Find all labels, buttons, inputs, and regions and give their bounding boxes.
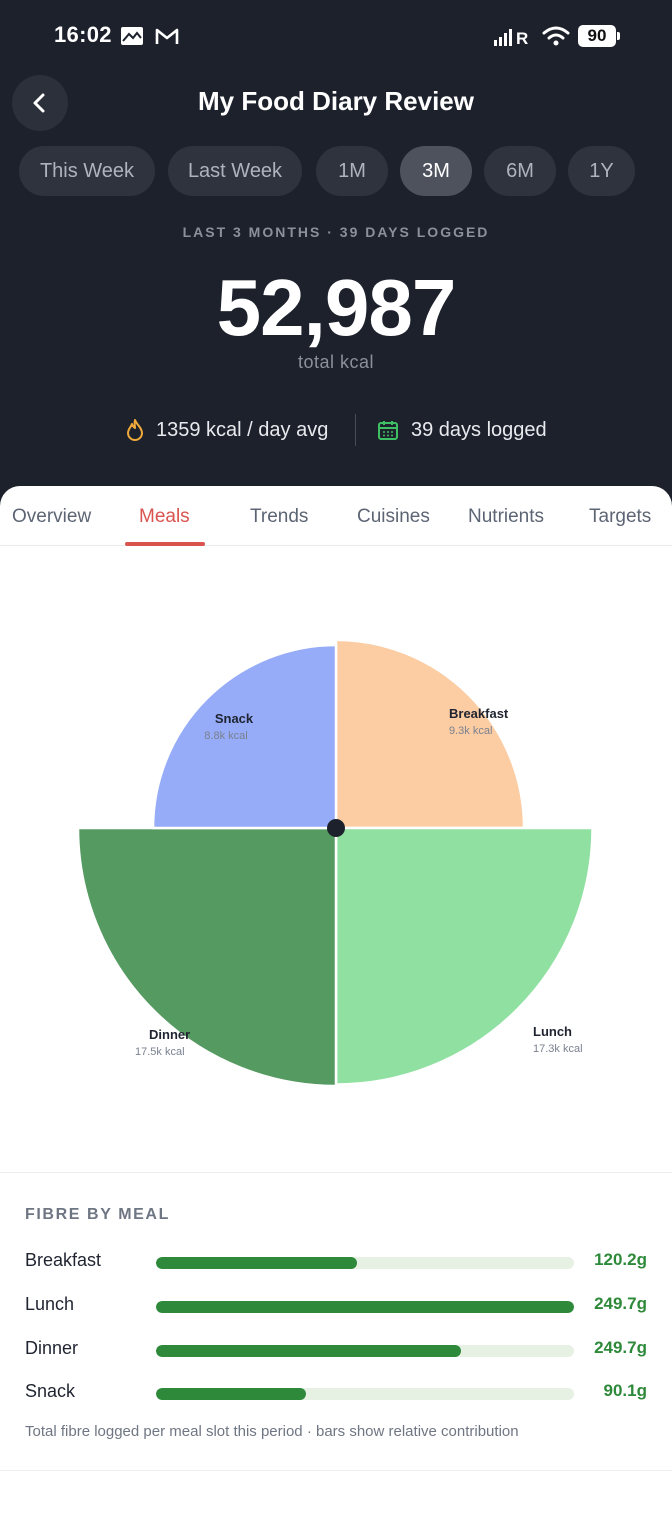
slice-label-dinner: Dinner (149, 1027, 190, 1042)
fibre-bar-fill (156, 1388, 307, 1400)
fibre-bar-fill (156, 1301, 574, 1313)
days-stat-text: 39 days logged (411, 418, 547, 441)
period-label: LAST 3 MONTHS · 39 DAYS LOGGED (182, 224, 490, 240)
fibre-row-snack: Snack 90.1g (0, 1379, 672, 1407)
status-time: 16:02 (54, 22, 112, 47)
signal-icon: R (494, 29, 528, 46)
svg-text:R: R (516, 29, 528, 46)
slice-snack[interactable] (151, 643, 338, 830)
range-chip-1m[interactable]: 1M (316, 146, 388, 196)
slice-label-snack: Snack (215, 711, 254, 726)
slice-label-breakfast: Breakfast (449, 706, 509, 721)
calendar-icon (378, 421, 398, 440)
fibre-section-title: FIBRE BY MEAL (25, 1206, 170, 1223)
range-tabs: This Week Last Week 1M 3M 6M 1Y (0, 146, 672, 196)
meal-polar-chart: Breakfast 9.3k kcal Lunch 17.3k kcal Dinner 1… (76, 638, 594, 1088)
section-tabs: Overview Meals Trends Cuisines Nutrients… (0, 486, 672, 546)
range-chip-6m[interactable]: 6M (484, 146, 556, 196)
fibre-row-value: 90.1g (603, 1381, 647, 1400)
chart-center-dot (327, 819, 345, 837)
tab-trends[interactable]: Trends (250, 506, 309, 527)
tab-cuisines[interactable]: Cuisines (357, 506, 430, 527)
total-kcal-value: 52,987 (216, 263, 457, 352)
stats-divider (355, 414, 356, 446)
status-bar: 16:02 R 90 (0, 0, 672, 72)
tab-overview[interactable]: Overview (12, 506, 92, 527)
fibre-bar-fill (156, 1345, 462, 1357)
slice-value-breakfast: 9.3k kcal (449, 725, 492, 737)
image-icon (121, 27, 143, 45)
fibre-row-lunch: Lunch 249.7g (0, 1292, 672, 1320)
range-chip-1y[interactable]: 1Y (568, 146, 635, 196)
fibre-row-dinner: Dinner 249.7g (0, 1336, 672, 1364)
wifi-icon (542, 26, 570, 46)
flame-icon (127, 419, 143, 441)
tab-nutrients[interactable]: Nutrients (468, 506, 545, 527)
meal-kcal-chart: Breakfast 9.3k kcal Lunch 17.3k kcal Dinner 1… (0, 546, 672, 1172)
slice-dinner[interactable] (76, 826, 338, 1088)
range-chip-last-week[interactable]: Last Week (168, 146, 302, 196)
range-chip-this-week[interactable]: This Week (19, 146, 155, 196)
tab-targets[interactable]: Targets (589, 506, 652, 527)
slice-value-dinner: 17.5k kcal (135, 1046, 185, 1058)
battery-level: 90 (587, 26, 607, 45)
fibre-row-value: 249.7g (594, 1294, 647, 1313)
battery-icon: 90 (578, 25, 620, 47)
section-divider (0, 1470, 672, 1471)
slice-label-lunch: Lunch (533, 1024, 572, 1039)
fibre-row-value: 120.2g (594, 1250, 647, 1269)
content-card: Overview Meals Trends Cuisines Nutrients… (0, 486, 672, 1520)
fibre-bar-track (156, 1301, 574, 1313)
tab-meals[interactable]: Meals (139, 506, 190, 527)
days-stat: 39 days logged (377, 412, 547, 448)
fibre-row-label: Dinner (25, 1338, 79, 1358)
avg-stat-text: 1359 kcal / day avg (156, 418, 329, 441)
range-chip-3m[interactable]: 3M (400, 146, 472, 196)
fibre-bar-fill (156, 1257, 357, 1269)
fibre-bar-track (156, 1345, 574, 1357)
fibre-row-label: Breakfast (25, 1250, 102, 1270)
back-button[interactable] (12, 75, 68, 131)
stats-row: 1359 kcal / day avg 39 days logged (0, 412, 672, 448)
page-title: My Food Diary Review (198, 86, 474, 116)
slice-breakfast[interactable] (334, 638, 526, 830)
fibre-bar-track (156, 1388, 574, 1400)
slice-lunch[interactable] (334, 826, 594, 1086)
active-tab-indicator (125, 542, 205, 546)
section-divider (0, 1172, 672, 1173)
gmail-icon (155, 28, 179, 44)
fibre-bar-track (156, 1257, 574, 1269)
chevron-left-icon (33, 93, 45, 113)
total-kcal-unit: total kcal (297, 352, 375, 372)
fibre-row-breakfast: Breakfast 120.2g (0, 1248, 672, 1276)
fibre-footnote: Total fibre logged per meal slot this pe… (25, 1423, 519, 1440)
fibre-row-value: 249.7g (594, 1338, 647, 1357)
fibre-row-label: Snack (25, 1381, 76, 1401)
fibre-row-label: Lunch (25, 1294, 75, 1314)
avg-stat: 1359 kcal / day avg (126, 412, 328, 448)
slice-value-snack: 8.8k kcal (204, 730, 247, 742)
slice-value-lunch: 17.3k kcal (533, 1043, 583, 1055)
